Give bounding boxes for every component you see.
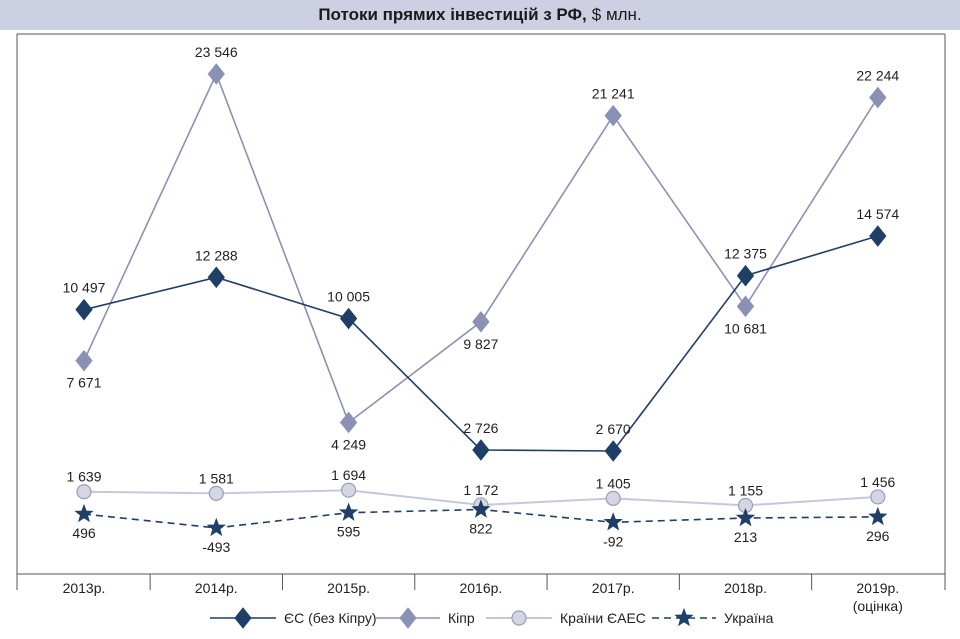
ukraine-series-data-label: 213 <box>734 529 758 545</box>
x-tick-label: 2016р. <box>459 580 502 596</box>
eu-series-point <box>207 266 225 289</box>
cyprus-series-point <box>75 349 93 372</box>
eaeu-series-data-label: 1 581 <box>199 470 234 486</box>
cyprus-series-point <box>472 310 490 333</box>
chart-title-unit: $ млн. <box>591 5 642 24</box>
cyprus-series-point <box>207 63 225 85</box>
legend-label-eaeu-series: Країни ЄАЕС <box>560 610 646 626</box>
eaeu-series-point <box>76 484 92 500</box>
eu-series-point <box>869 225 887 247</box>
cyprus-series-data-label: 9 827 <box>463 336 498 352</box>
ukraine-series-data-label: -493 <box>202 539 230 555</box>
eaeu-series-data-label: 1 694 <box>331 467 366 483</box>
eu-series-data-label: 12 288 <box>195 247 238 263</box>
eu-series-point <box>339 307 358 330</box>
cyprus-series-data-label: 22 244 <box>856 68 899 84</box>
chart-title-text: Потоки прямих інвестицій з РФ, <box>318 5 587 24</box>
eaeu-series-point <box>341 482 357 498</box>
ukraine-series-point <box>735 507 756 527</box>
cyprus-series-point <box>604 104 622 127</box>
cyprus-series-data-label: 10 681 <box>724 320 767 336</box>
legend-label-ukraine-series: Україна <box>724 610 774 626</box>
cyprus-series-data-label: 4 249 <box>331 436 366 452</box>
eu-series-data-label: 10 497 <box>63 280 106 296</box>
eaeu-series-data-label: 1 155 <box>728 482 763 498</box>
ukraine-series-data-label: 296 <box>866 528 890 544</box>
eu-series-point <box>736 264 755 287</box>
legend-marker-cyprus-series <box>399 607 417 629</box>
legend-marker-ukraine-series <box>674 607 694 627</box>
eaeu-series-point <box>605 490 621 506</box>
legend-marker-eaeu-series <box>511 610 527 626</box>
eu-series-data-label: 2 726 <box>463 420 498 436</box>
ukraine-series-data-label: -92 <box>603 533 623 549</box>
legend-label-cyprus-series: Кіпр <box>448 610 475 626</box>
x-tick-label: 2017р. <box>592 580 635 596</box>
legend-marker-eu-series <box>234 607 252 629</box>
x-tick-label: 2018р. <box>724 580 767 596</box>
chart-title: Потоки прямих інвестицій з РФ, $ млн. <box>0 0 960 30</box>
ukraine-series-data-label: 496 <box>72 525 96 541</box>
eu-series-point <box>472 439 490 461</box>
eaeu-series-data-label: 1 456 <box>860 474 895 490</box>
eu-series-data-label: 2 670 <box>596 421 631 437</box>
x-tick-label: 2015р. <box>327 580 370 596</box>
eaeu-series-point <box>208 485 224 501</box>
ukraine-series-point <box>603 512 623 531</box>
cyprus-series-point <box>869 86 887 109</box>
eaeu-series-data-label: 1 172 <box>463 482 498 498</box>
cyprus-series-point <box>736 295 755 318</box>
ukraine-series-data-label: 822 <box>469 520 493 536</box>
cyprus-series-data-label: 23 546 <box>195 44 238 60</box>
cyprus-series-data-label: 21 241 <box>592 86 635 102</box>
eu-series-data-label: 10 005 <box>327 289 370 305</box>
eu-series-point <box>604 440 622 462</box>
ukraine-series-point <box>868 506 888 526</box>
eaeu-series-point <box>870 489 886 505</box>
ukraine-series-point <box>74 503 94 523</box>
ukraine-series-data-label: 595 <box>337 524 361 540</box>
ukraine-series-point <box>471 499 491 518</box>
cyprus-series-data-label: 7 671 <box>66 375 101 391</box>
ukraine-series-point <box>206 517 226 537</box>
eu-series-data-label: 14 574 <box>856 206 899 222</box>
x-tick-label: 2014р. <box>195 580 238 596</box>
ukraine-series-point <box>338 502 359 521</box>
legend-label-eu-series: ЄС (без Кіпру) <box>284 610 377 626</box>
x-tick-label: 2013р. <box>63 580 106 596</box>
cyprus-series-point <box>339 411 358 434</box>
eu-series-point <box>75 298 93 321</box>
eaeu-series-data-label: 1 639 <box>66 469 101 485</box>
eaeu-series-data-label: 1 405 <box>596 475 631 491</box>
eu-series-data-label: 12 375 <box>724 246 767 262</box>
x-tick-sublabel: (оцінка) <box>853 598 903 614</box>
x-tick-label: 2019р. <box>856 580 899 596</box>
